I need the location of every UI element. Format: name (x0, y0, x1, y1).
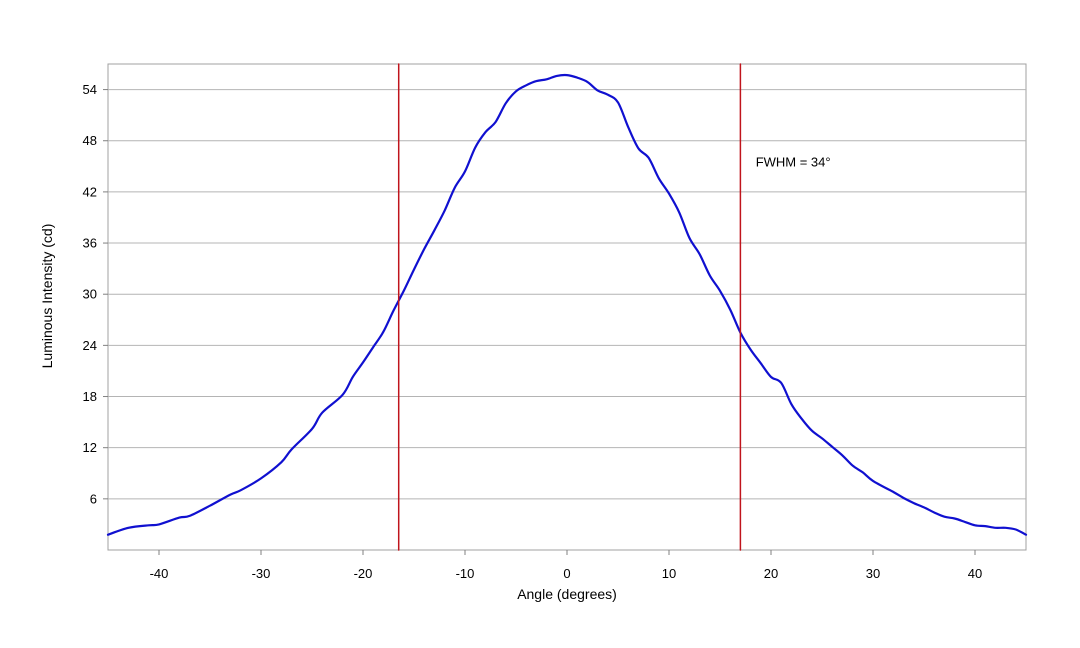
y-tick-label: 6 (90, 491, 97, 506)
y-tick-label: 54 (83, 82, 97, 97)
grid-lines (108, 89, 1026, 500)
x-tick-label: -20 (354, 566, 373, 581)
x-tick-label: -30 (252, 566, 271, 581)
y-tick-label: 18 (83, 389, 97, 404)
intensity-curve (106, 73, 1028, 536)
fwhm-annotation: FWHM = 34° (756, 154, 831, 169)
annotations: FWHM = 34° (756, 154, 831, 169)
y-axis-ticks: 6 12 18 24 30 36 42 48 54 (83, 82, 108, 506)
x-tick-label: 0 (563, 566, 570, 581)
x-tick-label: -10 (456, 566, 475, 581)
x-tick-label: 10 (662, 566, 676, 581)
x-axis-title: Angle (degrees) (517, 586, 617, 602)
x-tick-label: 20 (764, 566, 778, 581)
x-axis-ticks: -40 -30 -20 -10 0 10 20 30 40 (150, 550, 982, 581)
y-tick-label: 24 (83, 338, 97, 353)
series-layer (106, 63, 1028, 551)
y-tick-label: 36 (83, 236, 97, 251)
y-tick-label: 42 (83, 184, 97, 199)
x-tick-label: 40 (968, 566, 982, 581)
y-tick-label: 30 (83, 287, 97, 302)
y-axis-title: Luminous Intensity (cd) (39, 224, 55, 369)
x-tick-label: 30 (866, 566, 880, 581)
plot-area (107, 63, 1027, 551)
x-tick-label: -40 (150, 566, 169, 581)
y-tick-label: 48 (83, 133, 97, 148)
y-tick-label: 12 (83, 440, 97, 455)
